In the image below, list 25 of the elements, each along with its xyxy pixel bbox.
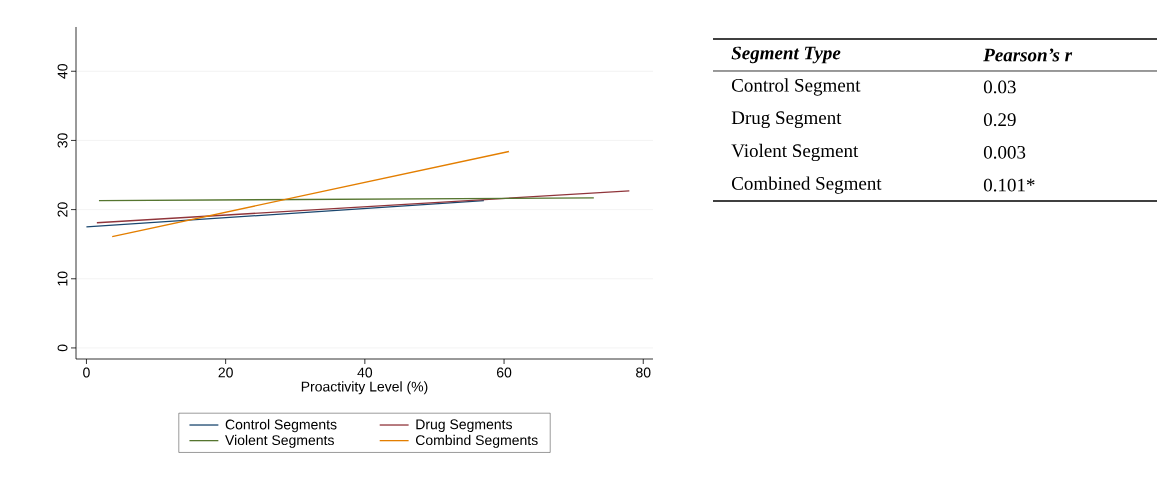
y-tick-label: 0: [57, 344, 68, 352]
x-tick-label: 80: [636, 367, 651, 378]
x-tick-label: 0: [83, 367, 90, 378]
text: Pearson’s r: [983, 48, 1073, 62]
text: 0.101*: [983, 178, 1035, 192]
category-label: Combined Segment: [731, 176, 882, 194]
legend-label: Combind Segments: [415, 434, 538, 448]
text: 0.03: [983, 80, 1016, 94]
x-axis-title: Proactivity Level (%): [301, 381, 428, 395]
text: 0.29: [983, 113, 1016, 127]
y-tick-label: 30: [57, 133, 68, 148]
legend-label: Drug Segments: [416, 419, 512, 433]
category-label: Drug Segment: [731, 111, 842, 129]
y-tick-label: 40: [57, 64, 68, 79]
legend-label: Control Segments: [225, 419, 337, 433]
legend-label: Violent Segments: [225, 434, 334, 448]
x-tick-label: 60: [496, 367, 512, 378]
x-tick-label: 20: [218, 367, 233, 378]
text: 0.003: [983, 145, 1026, 159]
y-tick-label: 10: [57, 271, 68, 286]
category-label: Control Segment: [731, 78, 861, 96]
y-tick-label: 20: [57, 202, 68, 217]
text: Segment Type: [731, 46, 841, 64]
category-label: Violent Segment: [731, 143, 859, 162]
x-tick-label: 40: [357, 367, 373, 378]
